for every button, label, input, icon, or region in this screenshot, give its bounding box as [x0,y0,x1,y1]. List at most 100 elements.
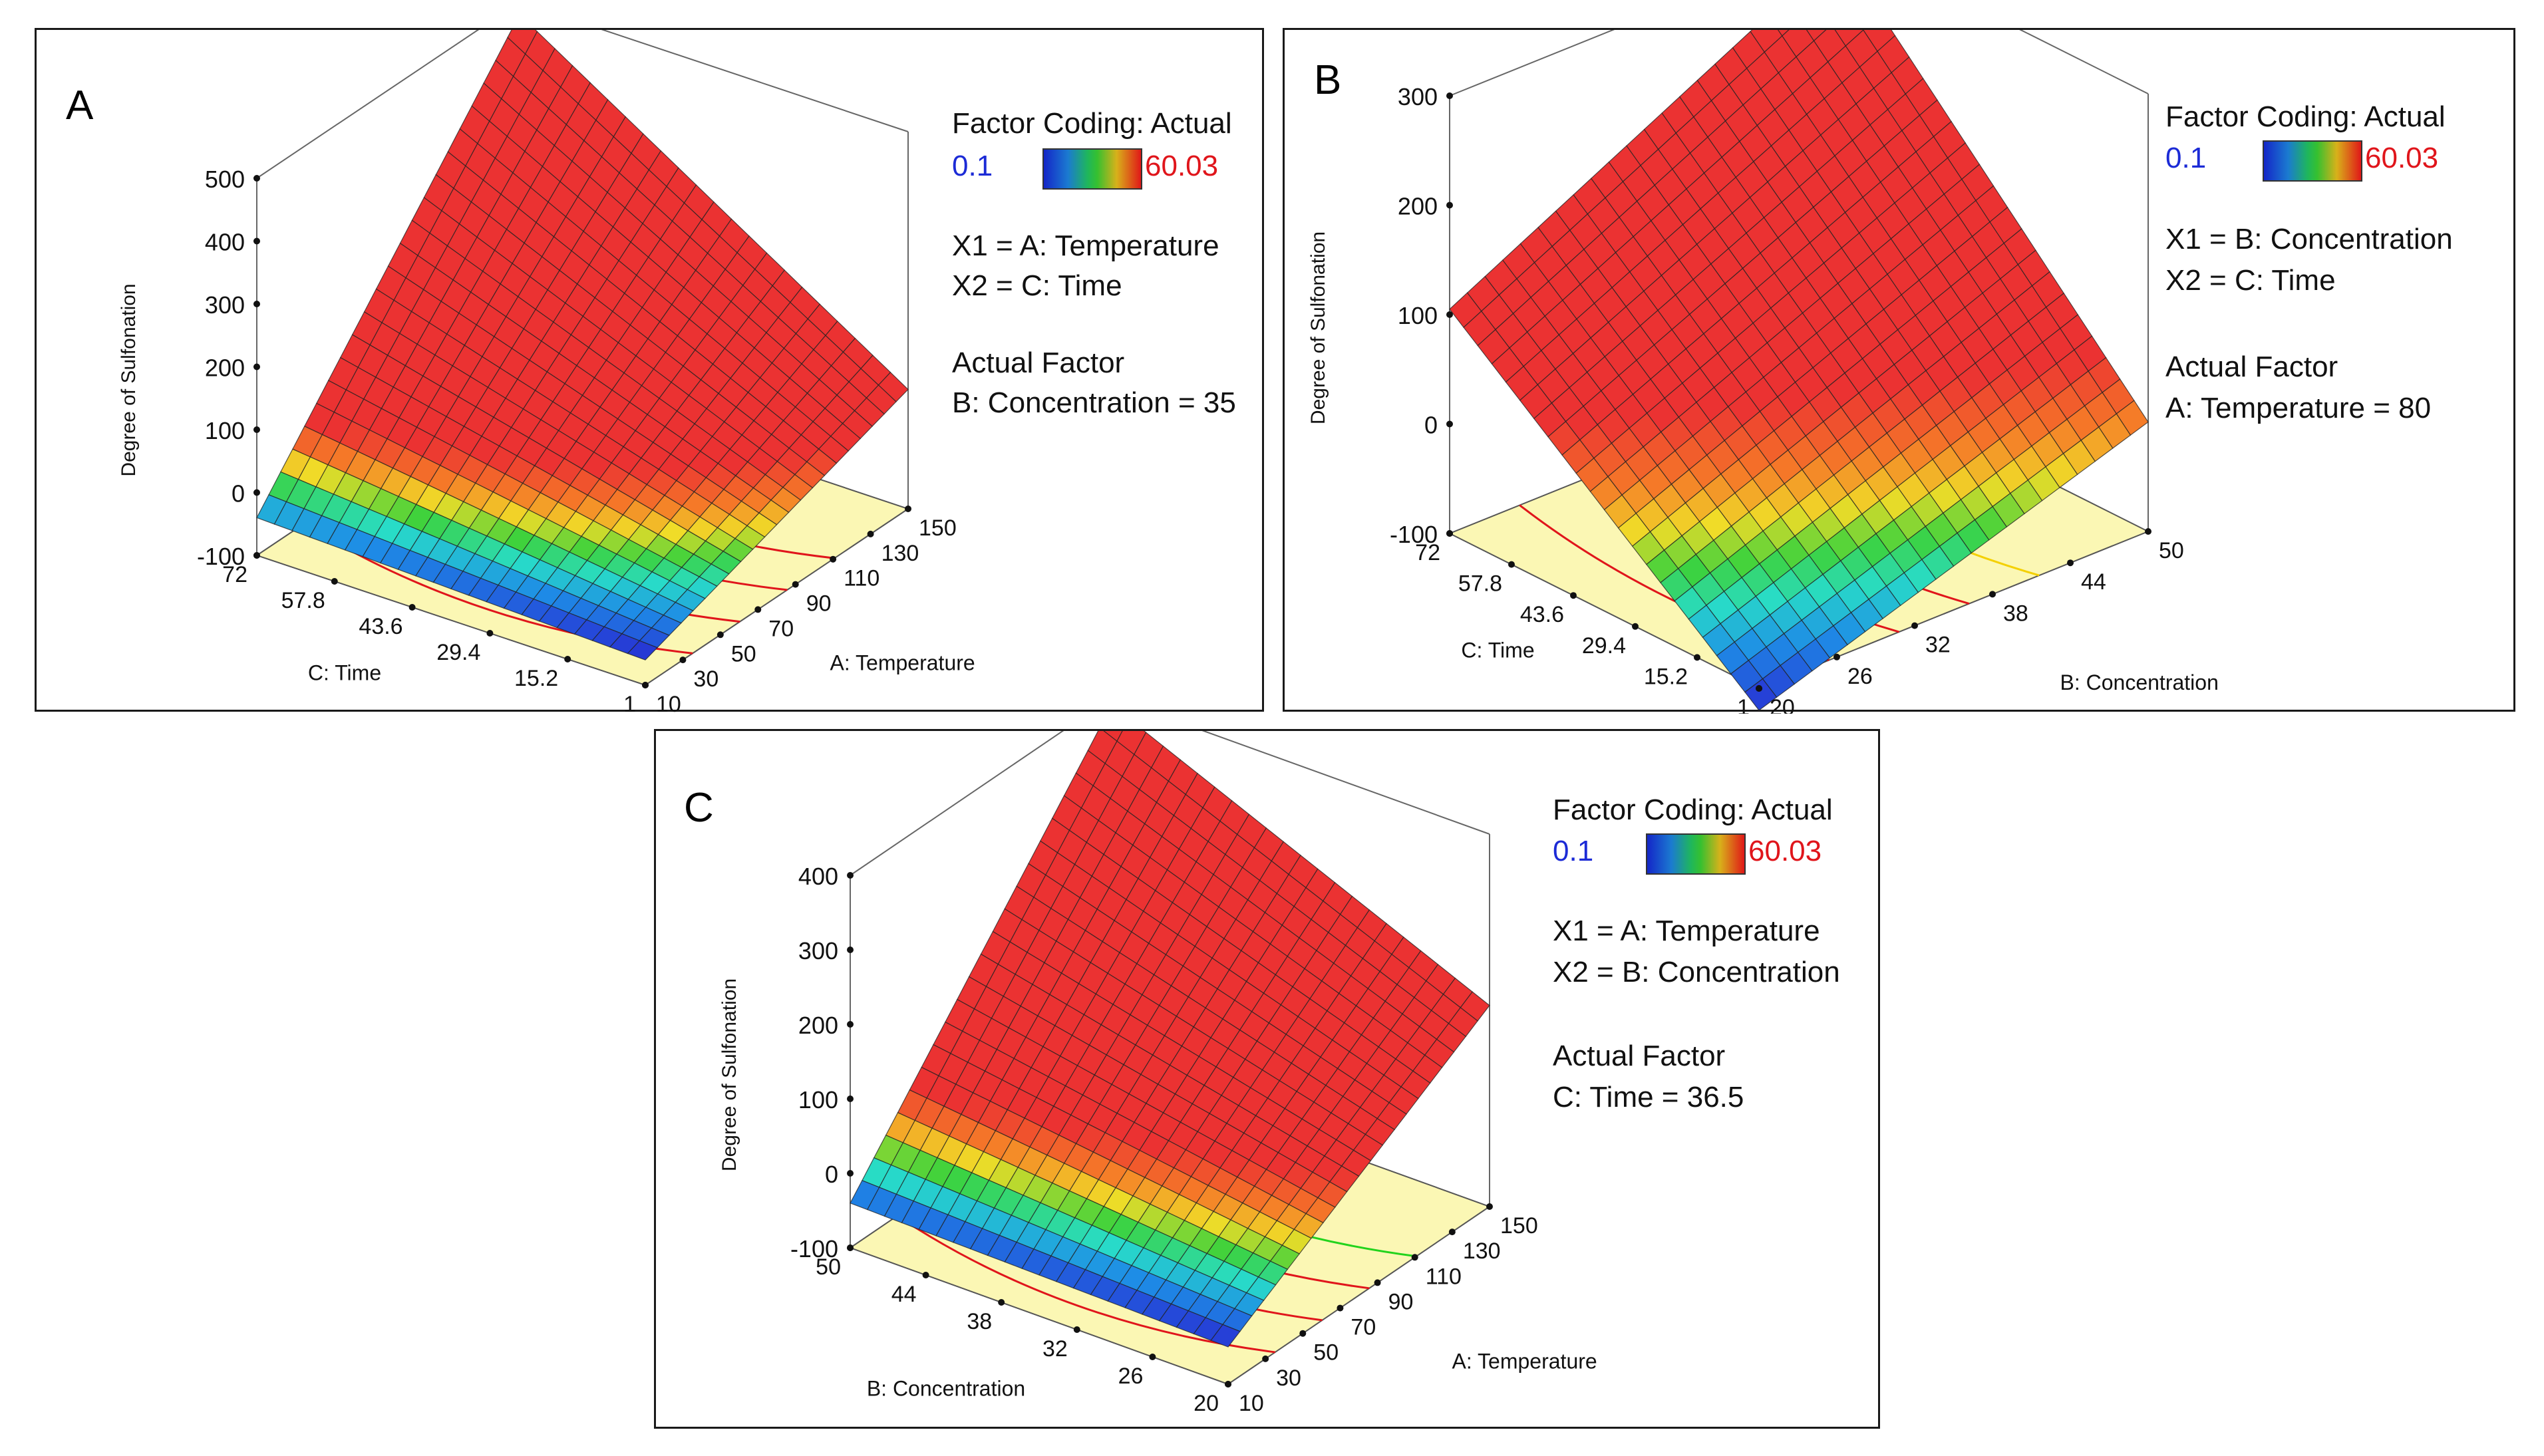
right-tick [1989,591,1996,598]
right-tick [1262,1355,1269,1362]
z-axis-title: Degree of Sulfonation [718,978,740,1171]
z-tick-label: 0 [1424,412,1438,439]
left-tick [847,1244,854,1251]
right-tick [1448,1229,1456,1236]
right-tick-label: 130 [881,541,919,566]
surface-cell [1777,30,1790,37]
z-tick-label: 100 [798,1086,838,1113]
left-tick-label: 43.6 [359,614,402,639]
z-tick [847,946,854,953]
right-tick [792,581,799,588]
left-axis-title: B: Concentration [867,1377,1025,1401]
x1-definition: X1 = A: Temperature [1553,915,1820,947]
left-tick [1149,1354,1156,1360]
surface-cell [1210,1324,1241,1348]
z-tick-label: 500 [205,166,245,193]
panel-b: 300 200 100 0 -100 Degree of Sulfonation 72 57.… [1283,28,2515,714]
right-tick [1225,1381,1231,1387]
left-tick-label: 72 [1415,540,1440,565]
right-tick [1374,1279,1381,1286]
z-tick [253,489,260,496]
z-tick [847,1095,854,1102]
left-tick [1570,592,1577,599]
z-tick-label: 200 [1398,193,1438,220]
right-tick [679,656,687,664]
right-tick-label: 26 [1847,664,1873,689]
right-tick [2145,528,2151,535]
scale-min: 0.1 [2165,142,2207,174]
left-tick [1694,654,1700,661]
left-tick-label: 15.2 [1644,664,1688,689]
actual-factor-value: C: Time = 36.5 [1553,1081,1744,1113]
actual-factor-label: Actual Factor [2165,351,2338,383]
right-tick-label: 90 [806,591,832,617]
z-tick [253,175,260,182]
left-tick-label: 26 [1118,1364,1144,1389]
left-tick-label: 1 [1737,695,1750,714]
right-tick-label: 130 [1463,1238,1501,1264]
right-tick-label: 30 [1276,1366,1301,1391]
right-tick-label: 10 [656,692,681,714]
left-tick [1508,561,1515,568]
surface-plot-a: 500 400 300 200 100 0 -100 Degree of Sulfonatio… [118,30,975,714]
z-tick [253,426,260,433]
right-tick [830,555,837,563]
z-tick-label: -100 [790,1235,838,1262]
right-axis-title: A: Temperature [1452,1350,1597,1374]
z-tick-label: 300 [798,937,838,964]
z-tick [253,301,260,307]
left-tick [922,1272,929,1278]
right-axis-title: B: Concentration [2060,670,2219,694]
panel-letter: C [684,785,714,831]
right-tick [1756,685,1762,692]
actual-factor-value: A: Temperature = 80 [2165,392,2432,424]
surface-plot-b: 300 200 100 0 -100 Degree of Sulfonation 72 57.… [1307,30,2219,714]
left-tick-label: 57.8 [281,588,325,613]
left-axis: 72 57.8 43.6 29.4 15.2 1 C: Time [1415,530,1762,714]
scale-max: 60.03 [1145,150,1219,182]
x2-definition: X2 = B: Concentration [1553,956,1840,988]
right-tick-label: 70 [768,616,794,641]
z-tick [847,1170,854,1177]
z-tick-label: 0 [232,480,245,508]
actual-factor-label: Actual Factor [952,347,1125,379]
z-tick [847,872,854,879]
response-surface [1449,30,2149,711]
right-tick-label: 150 [919,515,957,541]
actual-factor-label: Actual Factor [1553,1040,1726,1072]
x2-definition: X2 = C: Time [952,269,1122,302]
z-axis: 400 300 200 100 0 -100 Degree of Sulfonation [718,863,854,1262]
right-tick-label: 150 [1500,1213,1538,1238]
z-axis: 300 200 100 0 -100 Degree of Sulfonation [1307,83,1453,548]
left-axis: 72 57.8 43.6 29.4 15.2 1 C: Time [222,552,649,714]
color-scale-bar [2263,140,2362,182]
color-scale-bar [1646,833,1746,875]
z-tick-label: -100 [1390,521,1438,548]
scale-max: 60.03 [1748,835,1822,867]
x1-definition: X1 = B: Concentration [2165,223,2453,255]
color-scale-bar [1042,148,1142,190]
scale-min: 0.1 [952,150,993,182]
z-tick [1446,311,1453,318]
surface-cell [627,640,659,660]
z-axis-title: Degree of Sulfonation [118,283,140,476]
right-axis: 20 26 32 38 44 50 B: Concentration [1756,528,2219,714]
left-tick-label: 43.6 [1520,602,1564,627]
panel-letter: B [1314,57,1342,103]
left-tick-label: 15.2 [514,666,558,691]
scale-max: 60.03 [2365,142,2439,174]
z-tick-label: 100 [1398,302,1438,329]
right-tick-label: 44 [2081,569,2106,595]
scale-min: 0.1 [1553,835,1594,867]
right-tick-label: 30 [693,666,718,692]
right-tick [905,506,911,512]
right-tick [716,631,724,639]
left-axis: 50 44 38 32 26 20 B: Concentration [816,1244,1231,1416]
left-tick-label: 72 [222,562,247,587]
right-tick [1833,653,1840,660]
left-tick-label: 50 [816,1254,841,1280]
z-tick-label: 400 [205,229,245,256]
panel-letter: A [66,82,94,128]
